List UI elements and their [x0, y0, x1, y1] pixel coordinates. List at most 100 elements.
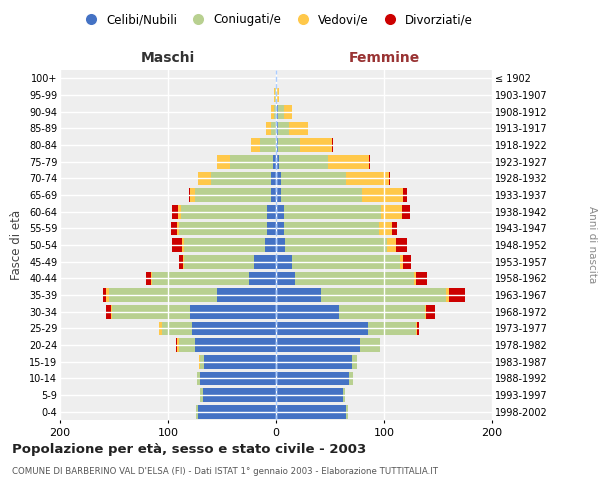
Bar — [271, 188, 276, 202]
Bar — [274, 88, 275, 102]
Bar — [332, 138, 333, 152]
Bar — [328, 155, 369, 168]
Bar — [276, 405, 346, 418]
Bar — [179, 255, 183, 268]
Bar — [106, 305, 111, 318]
Bar — [190, 305, 276, 318]
Bar — [276, 172, 281, 185]
Bar — [276, 372, 349, 385]
Bar — [203, 355, 276, 368]
Bar — [369, 155, 370, 168]
Bar — [273, 155, 276, 168]
Bar — [268, 205, 276, 218]
Bar — [276, 238, 284, 252]
Bar — [426, 305, 435, 318]
Bar — [277, 88, 279, 102]
Text: Maschi: Maschi — [141, 51, 195, 65]
Bar — [276, 205, 284, 218]
Bar — [284, 205, 381, 218]
Bar — [276, 388, 343, 402]
Bar — [179, 338, 195, 352]
Bar — [276, 355, 352, 368]
Bar — [271, 105, 274, 118]
Bar — [403, 205, 410, 218]
Bar — [276, 155, 279, 168]
Bar — [176, 222, 179, 235]
Bar — [176, 338, 179, 352]
Bar — [103, 288, 106, 302]
Bar — [346, 172, 389, 185]
Text: COMUNE DI BARBERINO VAL D'ELSA (FI) - Dati ISTAT 1° gennaio 2003 - Elaborazione : COMUNE DI BARBERINO VAL D'ELSA (FI) - Da… — [12, 468, 438, 476]
Bar — [276, 222, 284, 235]
Bar — [200, 355, 203, 368]
Bar — [300, 138, 332, 152]
Bar — [271, 122, 276, 135]
Bar — [379, 222, 392, 235]
Bar — [278, 122, 289, 135]
Bar — [254, 255, 276, 268]
Bar — [276, 138, 278, 152]
Bar — [425, 305, 426, 318]
Bar — [403, 188, 407, 202]
Bar — [184, 255, 254, 268]
Bar — [230, 155, 273, 168]
Text: Anni di nascita: Anni di nascita — [587, 206, 597, 284]
Bar — [274, 105, 276, 118]
Bar — [284, 222, 379, 235]
Bar — [196, 405, 198, 418]
Bar — [276, 122, 278, 135]
Bar — [276, 305, 338, 318]
Bar — [217, 155, 230, 168]
Bar — [346, 405, 349, 418]
Bar — [172, 238, 182, 252]
Bar — [414, 272, 416, 285]
Bar — [192, 322, 276, 335]
Bar — [179, 222, 268, 235]
Bar — [199, 355, 200, 368]
Bar — [276, 255, 292, 268]
Bar — [446, 288, 449, 302]
Bar — [200, 372, 276, 385]
Bar — [416, 272, 427, 285]
Bar — [276, 288, 322, 302]
Bar — [161, 322, 192, 335]
Bar — [203, 388, 276, 402]
Bar — [190, 188, 195, 202]
Bar — [172, 205, 178, 218]
Bar — [349, 372, 353, 385]
Bar — [109, 288, 217, 302]
Bar — [396, 238, 407, 252]
Bar — [276, 322, 368, 335]
Bar — [106, 288, 109, 302]
Bar — [389, 172, 391, 185]
Bar — [251, 138, 260, 152]
Bar — [276, 338, 360, 352]
Bar — [352, 355, 357, 368]
Bar — [276, 272, 295, 285]
Bar — [178, 205, 181, 218]
Bar — [362, 188, 403, 202]
Bar — [284, 105, 292, 118]
Bar — [265, 238, 276, 252]
Bar — [184, 238, 265, 252]
Bar — [249, 272, 276, 285]
Bar — [449, 288, 465, 302]
Bar — [271, 172, 276, 185]
Bar — [276, 188, 281, 202]
Bar — [160, 322, 161, 335]
Bar — [198, 172, 211, 185]
Bar — [279, 155, 328, 168]
Bar — [343, 388, 345, 402]
Bar — [182, 238, 184, 252]
Legend: Celibi/Nubili, Coniugati/e, Vedovi/e, Divorziati/e: Celibi/Nubili, Coniugati/e, Vedovi/e, Di… — [74, 8, 478, 31]
Y-axis label: Fasce di età: Fasce di età — [10, 210, 23, 280]
Bar — [416, 322, 418, 335]
Bar — [368, 322, 416, 335]
Bar — [403, 255, 411, 268]
Bar — [322, 288, 446, 302]
Bar — [276, 88, 277, 102]
Bar — [200, 388, 203, 402]
Bar — [151, 272, 152, 285]
Bar — [195, 338, 276, 352]
Bar — [195, 188, 271, 202]
